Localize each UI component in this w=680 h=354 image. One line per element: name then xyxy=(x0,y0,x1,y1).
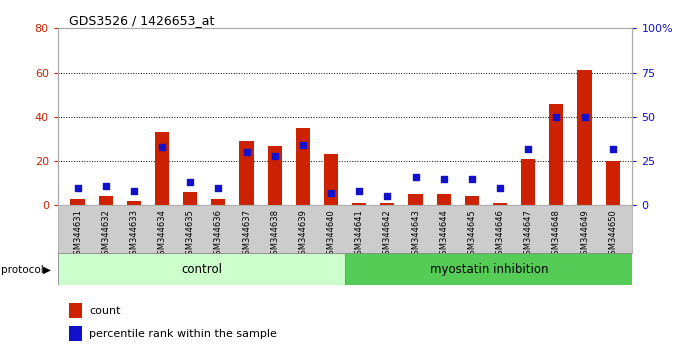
Point xyxy=(100,183,111,189)
Point xyxy=(326,190,337,196)
Text: percentile rank within the sample: percentile rank within the sample xyxy=(89,329,277,338)
Text: GSM344637: GSM344637 xyxy=(242,209,251,260)
Text: GSM344632: GSM344632 xyxy=(101,209,110,260)
Text: GSM344635: GSM344635 xyxy=(186,209,194,260)
Bar xyxy=(99,196,113,205)
Point xyxy=(156,144,167,150)
Text: GSM344643: GSM344643 xyxy=(411,209,420,260)
Point xyxy=(551,114,562,120)
Text: count: count xyxy=(89,306,121,316)
Bar xyxy=(71,199,84,205)
Point xyxy=(579,114,590,120)
Bar xyxy=(521,159,535,205)
Point xyxy=(241,149,252,155)
Bar xyxy=(183,192,197,205)
Point xyxy=(494,185,505,190)
Bar xyxy=(296,128,310,205)
Text: GSM344642: GSM344642 xyxy=(383,209,392,260)
Bar xyxy=(352,203,367,205)
Text: GSM344634: GSM344634 xyxy=(158,209,167,260)
Text: GSM344638: GSM344638 xyxy=(270,209,279,260)
Bar xyxy=(549,104,564,205)
FancyBboxPatch shape xyxy=(345,253,632,285)
Text: protocol: protocol xyxy=(1,265,44,275)
Point xyxy=(410,174,421,180)
Bar xyxy=(409,194,422,205)
Bar xyxy=(155,132,169,205)
Point xyxy=(354,188,364,194)
Point xyxy=(185,179,196,185)
Text: GSM344649: GSM344649 xyxy=(580,209,589,260)
Text: ▶: ▶ xyxy=(43,265,51,275)
Point xyxy=(213,185,224,190)
Bar xyxy=(126,201,141,205)
Text: GSM344650: GSM344650 xyxy=(608,209,617,260)
Bar xyxy=(69,303,82,318)
Text: GSM344647: GSM344647 xyxy=(524,209,532,260)
Point xyxy=(297,142,308,148)
Text: GDS3526 / 1426653_at: GDS3526 / 1426653_at xyxy=(69,14,215,27)
Point xyxy=(466,176,477,182)
Point xyxy=(129,188,139,194)
Bar xyxy=(437,194,451,205)
Text: GSM344636: GSM344636 xyxy=(214,209,223,260)
Text: GSM344640: GSM344640 xyxy=(326,209,335,260)
Bar xyxy=(324,154,338,205)
Bar xyxy=(268,145,282,205)
Point xyxy=(438,176,449,182)
Bar xyxy=(577,70,592,205)
Text: GSM344644: GSM344644 xyxy=(439,209,448,260)
Text: GSM344633: GSM344633 xyxy=(129,209,138,260)
Text: GSM344648: GSM344648 xyxy=(552,209,561,260)
Text: GSM344646: GSM344646 xyxy=(496,209,505,260)
Point xyxy=(523,146,534,152)
Bar xyxy=(493,203,507,205)
Text: GSM344631: GSM344631 xyxy=(73,209,82,260)
Text: GSM344645: GSM344645 xyxy=(467,209,477,260)
Text: GSM344639: GSM344639 xyxy=(299,209,307,260)
Bar xyxy=(465,196,479,205)
Point xyxy=(269,153,280,159)
Bar xyxy=(239,141,254,205)
Point xyxy=(382,194,393,199)
Point xyxy=(72,185,83,190)
Bar xyxy=(211,199,225,205)
Bar xyxy=(69,326,82,341)
Bar xyxy=(606,161,619,205)
Point xyxy=(607,146,618,152)
Bar xyxy=(380,203,394,205)
Text: control: control xyxy=(181,263,222,275)
Text: GSM344641: GSM344641 xyxy=(355,209,364,260)
FancyBboxPatch shape xyxy=(58,253,345,285)
Text: myostatin inhibition: myostatin inhibition xyxy=(430,263,548,275)
